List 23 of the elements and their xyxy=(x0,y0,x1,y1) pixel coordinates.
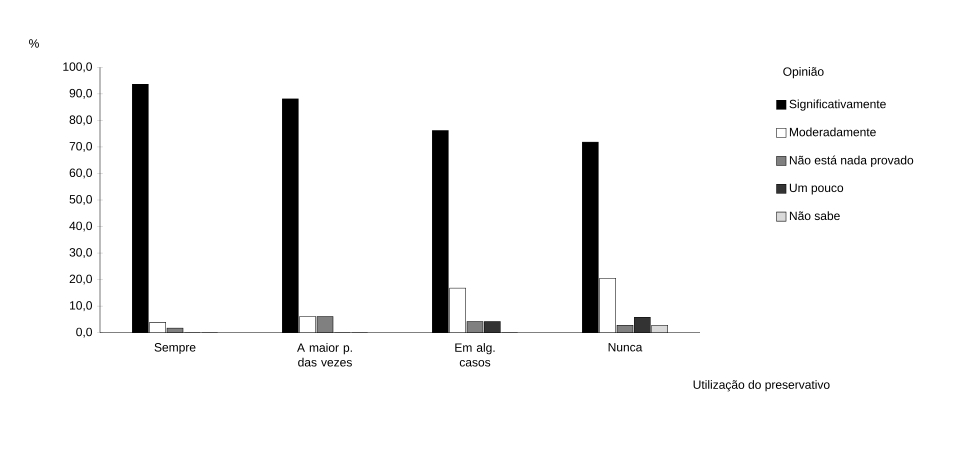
y-tick-label: 50,0 xyxy=(70,195,92,205)
x-tick-label: Em alg. casos xyxy=(455,343,495,367)
legend-label: Um pouco xyxy=(790,184,844,194)
legend-label: Não está nada provado xyxy=(790,156,914,167)
y-tick-label: 100,0 xyxy=(63,62,92,72)
y-tick-label: 20,0 xyxy=(70,274,92,285)
x-tick-label: A maior p. das vezes xyxy=(297,343,352,367)
y-tick-label: 70,0 xyxy=(70,142,92,152)
legend-label: Moderadamente xyxy=(790,127,876,136)
y-tick-label: 80,0 xyxy=(70,115,92,126)
y-tick-label: 30,0 xyxy=(70,248,92,258)
y-tick-label: 60,0 xyxy=(70,168,92,178)
x-tick-label: Nunca xyxy=(608,343,642,352)
legend-title: Opinião xyxy=(783,67,824,78)
y-axis-title: % xyxy=(29,39,39,48)
y-tick-label: 10,0 xyxy=(70,301,92,312)
legend-label: Não sabe xyxy=(790,211,840,220)
x-axis-title: Utilização do preservativo xyxy=(694,380,830,392)
x-tick-label: Sempre xyxy=(154,343,196,354)
y-tick-label: 0,0 xyxy=(76,328,92,338)
y-tick-label: 90,0 xyxy=(70,88,92,99)
y-tick-label: 40,0 xyxy=(69,222,92,232)
legend-label: Significativamente xyxy=(790,99,886,111)
